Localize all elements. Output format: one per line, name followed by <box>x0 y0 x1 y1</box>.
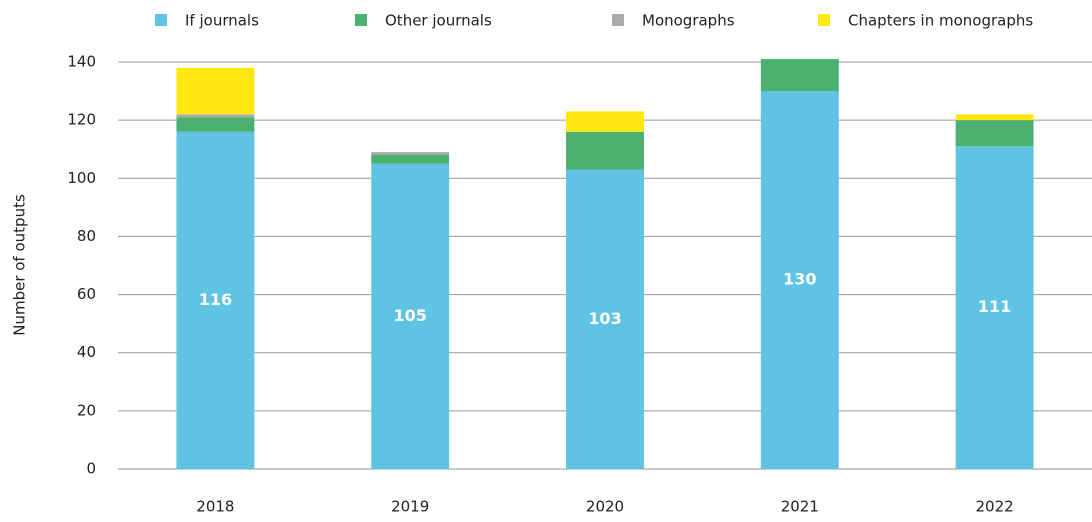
bar-segment <box>371 152 450 156</box>
bar-segment <box>760 59 839 92</box>
bar-segment <box>566 169 644 470</box>
x-tick-label: 2020 <box>586 498 624 516</box>
y-tick-label: 140 <box>67 53 96 71</box>
data-label: 130 <box>783 270 816 289</box>
y-axis-label: Number of outputs <box>11 194 29 336</box>
legend-swatch <box>818 14 830 26</box>
y-tick-label: 100 <box>67 169 96 187</box>
legend-label: If journals <box>185 12 259 30</box>
bar-segment <box>760 91 839 470</box>
bar-segment <box>176 131 255 469</box>
data-label: 103 <box>588 309 621 328</box>
bar-segment <box>176 67 255 115</box>
data-label: 111 <box>978 297 1011 316</box>
x-tick-label: 2018 <box>196 498 234 516</box>
x-tick-label: 2022 <box>976 498 1014 516</box>
bar-segment <box>566 131 644 170</box>
bar-segment <box>176 117 255 132</box>
data-label: 105 <box>393 306 426 325</box>
legend-label: Monographs <box>642 12 735 30</box>
legend-label: Chapters in monographs <box>848 12 1033 30</box>
legend-swatch <box>155 14 167 26</box>
y-tick-label: 0 <box>86 460 96 478</box>
bar-segment <box>176 114 255 118</box>
legend-swatch <box>612 14 624 26</box>
y-tick-label: 60 <box>77 285 96 303</box>
bar-segment <box>371 155 450 164</box>
data-label: 116 <box>199 290 232 309</box>
bar-segment <box>955 114 1034 121</box>
bar-segment <box>371 163 450 469</box>
x-tick-label: 2021 <box>781 498 819 516</box>
y-tick-label: 80 <box>77 227 96 245</box>
y-tick-label: 20 <box>77 401 96 419</box>
y-tick-label: 40 <box>77 343 96 361</box>
bar-segment <box>566 111 644 132</box>
bar-segment <box>955 120 1034 147</box>
bar-segment <box>955 146 1034 470</box>
legend-swatch <box>355 14 367 26</box>
y-tick-label: 120 <box>67 111 96 129</box>
x-tick-label: 2019 <box>391 498 429 516</box>
legend-label: Other journals <box>385 12 492 30</box>
